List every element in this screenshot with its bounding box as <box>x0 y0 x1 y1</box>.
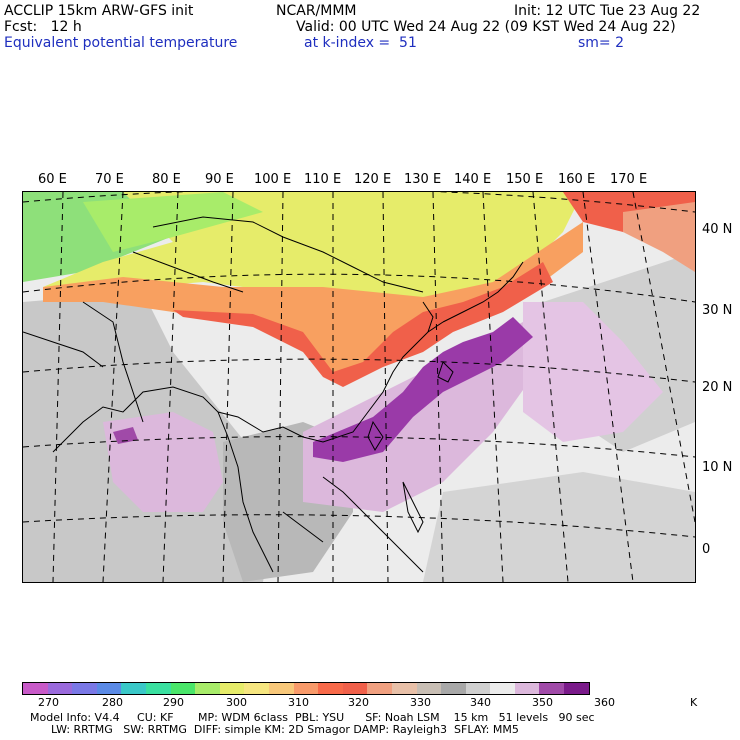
colorbar-swatch <box>121 683 146 694</box>
colorbar-swatch <box>145 683 171 694</box>
colorbar-tick-270: 270 <box>38 696 59 709</box>
colorbar-tick-330: 330 <box>410 696 431 709</box>
lon-label-80e: 80 E <box>152 172 181 187</box>
level-label: at k-index = 51 <box>304 35 417 51</box>
colorbar-swatch <box>318 683 343 694</box>
init-time: Init: 12 UTC Tue 23 Aug 22 <box>514 3 701 19</box>
colorbar-swatch <box>342 683 368 694</box>
colorbar-swatch <box>195 683 220 694</box>
colorbar-unit: K <box>690 696 698 709</box>
field-darkpurple-core <box>313 317 533 462</box>
lon-label-150e: 150 E <box>506 172 544 187</box>
field-lightgreen-strip <box>83 192 263 252</box>
colorbar-swatch <box>96 683 122 694</box>
lon-label-130e: 130 E <box>404 172 442 187</box>
colorbar-swatch <box>416 683 442 694</box>
model-info-line2: LW: RRTMG SW: RRTMG DIFF: simple KM: 2D … <box>30 723 519 736</box>
colorbar-tick-350: 350 <box>532 696 553 709</box>
lon-label-140e: 140 E <box>454 172 492 187</box>
colorbar-tick-360: 360 <box>594 696 615 709</box>
lon-label-60e: 60 E <box>38 172 67 187</box>
lon-label-160e: 160 E <box>558 172 596 187</box>
institution-label: NCAR/MMM <box>276 3 357 19</box>
field-darkpurple-bay <box>113 427 138 444</box>
colorbar-swatch <box>367 683 392 694</box>
lat-label-0: 0 <box>702 542 711 557</box>
colorbar-swatch <box>268 683 294 694</box>
field-lightpurple-east <box>523 302 663 442</box>
colorbar-swatch <box>170 683 196 694</box>
colorbar-swatch <box>441 683 466 694</box>
colorbar-tick-320: 320 <box>348 696 369 709</box>
lon-label-110e: 110 E <box>304 172 342 187</box>
forecast-hour: Fcst: 12 h <box>4 19 82 35</box>
colorbar-swatch <box>72 683 97 694</box>
lat-label-20n: 20 N <box>702 380 733 395</box>
lon-label-120e: 120 E <box>354 172 392 187</box>
colorbar-tick-290: 290 <box>163 696 184 709</box>
field-name: Equivalent potential temperature <box>4 35 238 51</box>
lat-label-10n: 10 N <box>702 460 733 475</box>
colorbar-tick-300: 300 <box>226 696 247 709</box>
smoothing-label: sm= 2 <box>578 35 625 51</box>
valid-time: Valid: 00 UTC Wed 24 Aug 22 (09 KST Wed … <box>296 19 676 35</box>
lon-label-90e: 90 E <box>205 172 234 187</box>
colorbar-swatch <box>539 683 565 694</box>
field-orange-band <box>43 222 583 382</box>
colorbar-tick-310: 310 <box>288 696 309 709</box>
colorbar-swatch <box>514 683 540 694</box>
colorbar-swatch <box>564 683 589 694</box>
field-red-band <box>173 262 553 387</box>
colorbar-swatch <box>219 683 245 694</box>
colorbar-swatch <box>244 683 269 694</box>
colorbar-tick-280: 280 <box>102 696 123 709</box>
colorbar-swatch <box>391 683 417 694</box>
lon-label-170e: 170 E <box>610 172 648 187</box>
colorbar <box>22 682 590 695</box>
graticule <box>23 192 695 582</box>
colorbar-swatch <box>293 683 319 694</box>
colorbar-swatch <box>465 683 491 694</box>
model-info-line1: Model Info: V4.4 CU: KF MP: WDM 6class P… <box>30 711 595 724</box>
field-pink-northeast <box>623 202 695 272</box>
colorbar-swatch <box>490 683 515 694</box>
lon-label-100e: 100 E <box>254 172 292 187</box>
theta-e-map <box>22 191 696 583</box>
colorbar-swatch <box>47 683 73 694</box>
model-title: ACCLIP 15km ARW-GFS init <box>4 3 194 19</box>
ocean-gray-south <box>423 472 695 582</box>
lat-label-30n: 30 N <box>702 303 733 318</box>
colorbar-swatch <box>23 683 48 694</box>
coastlines <box>23 216 524 573</box>
lat-label-40n: 40 N <box>702 222 733 237</box>
colorbar-tick-340: 340 <box>470 696 491 709</box>
lon-label-70e: 70 E <box>95 172 124 187</box>
